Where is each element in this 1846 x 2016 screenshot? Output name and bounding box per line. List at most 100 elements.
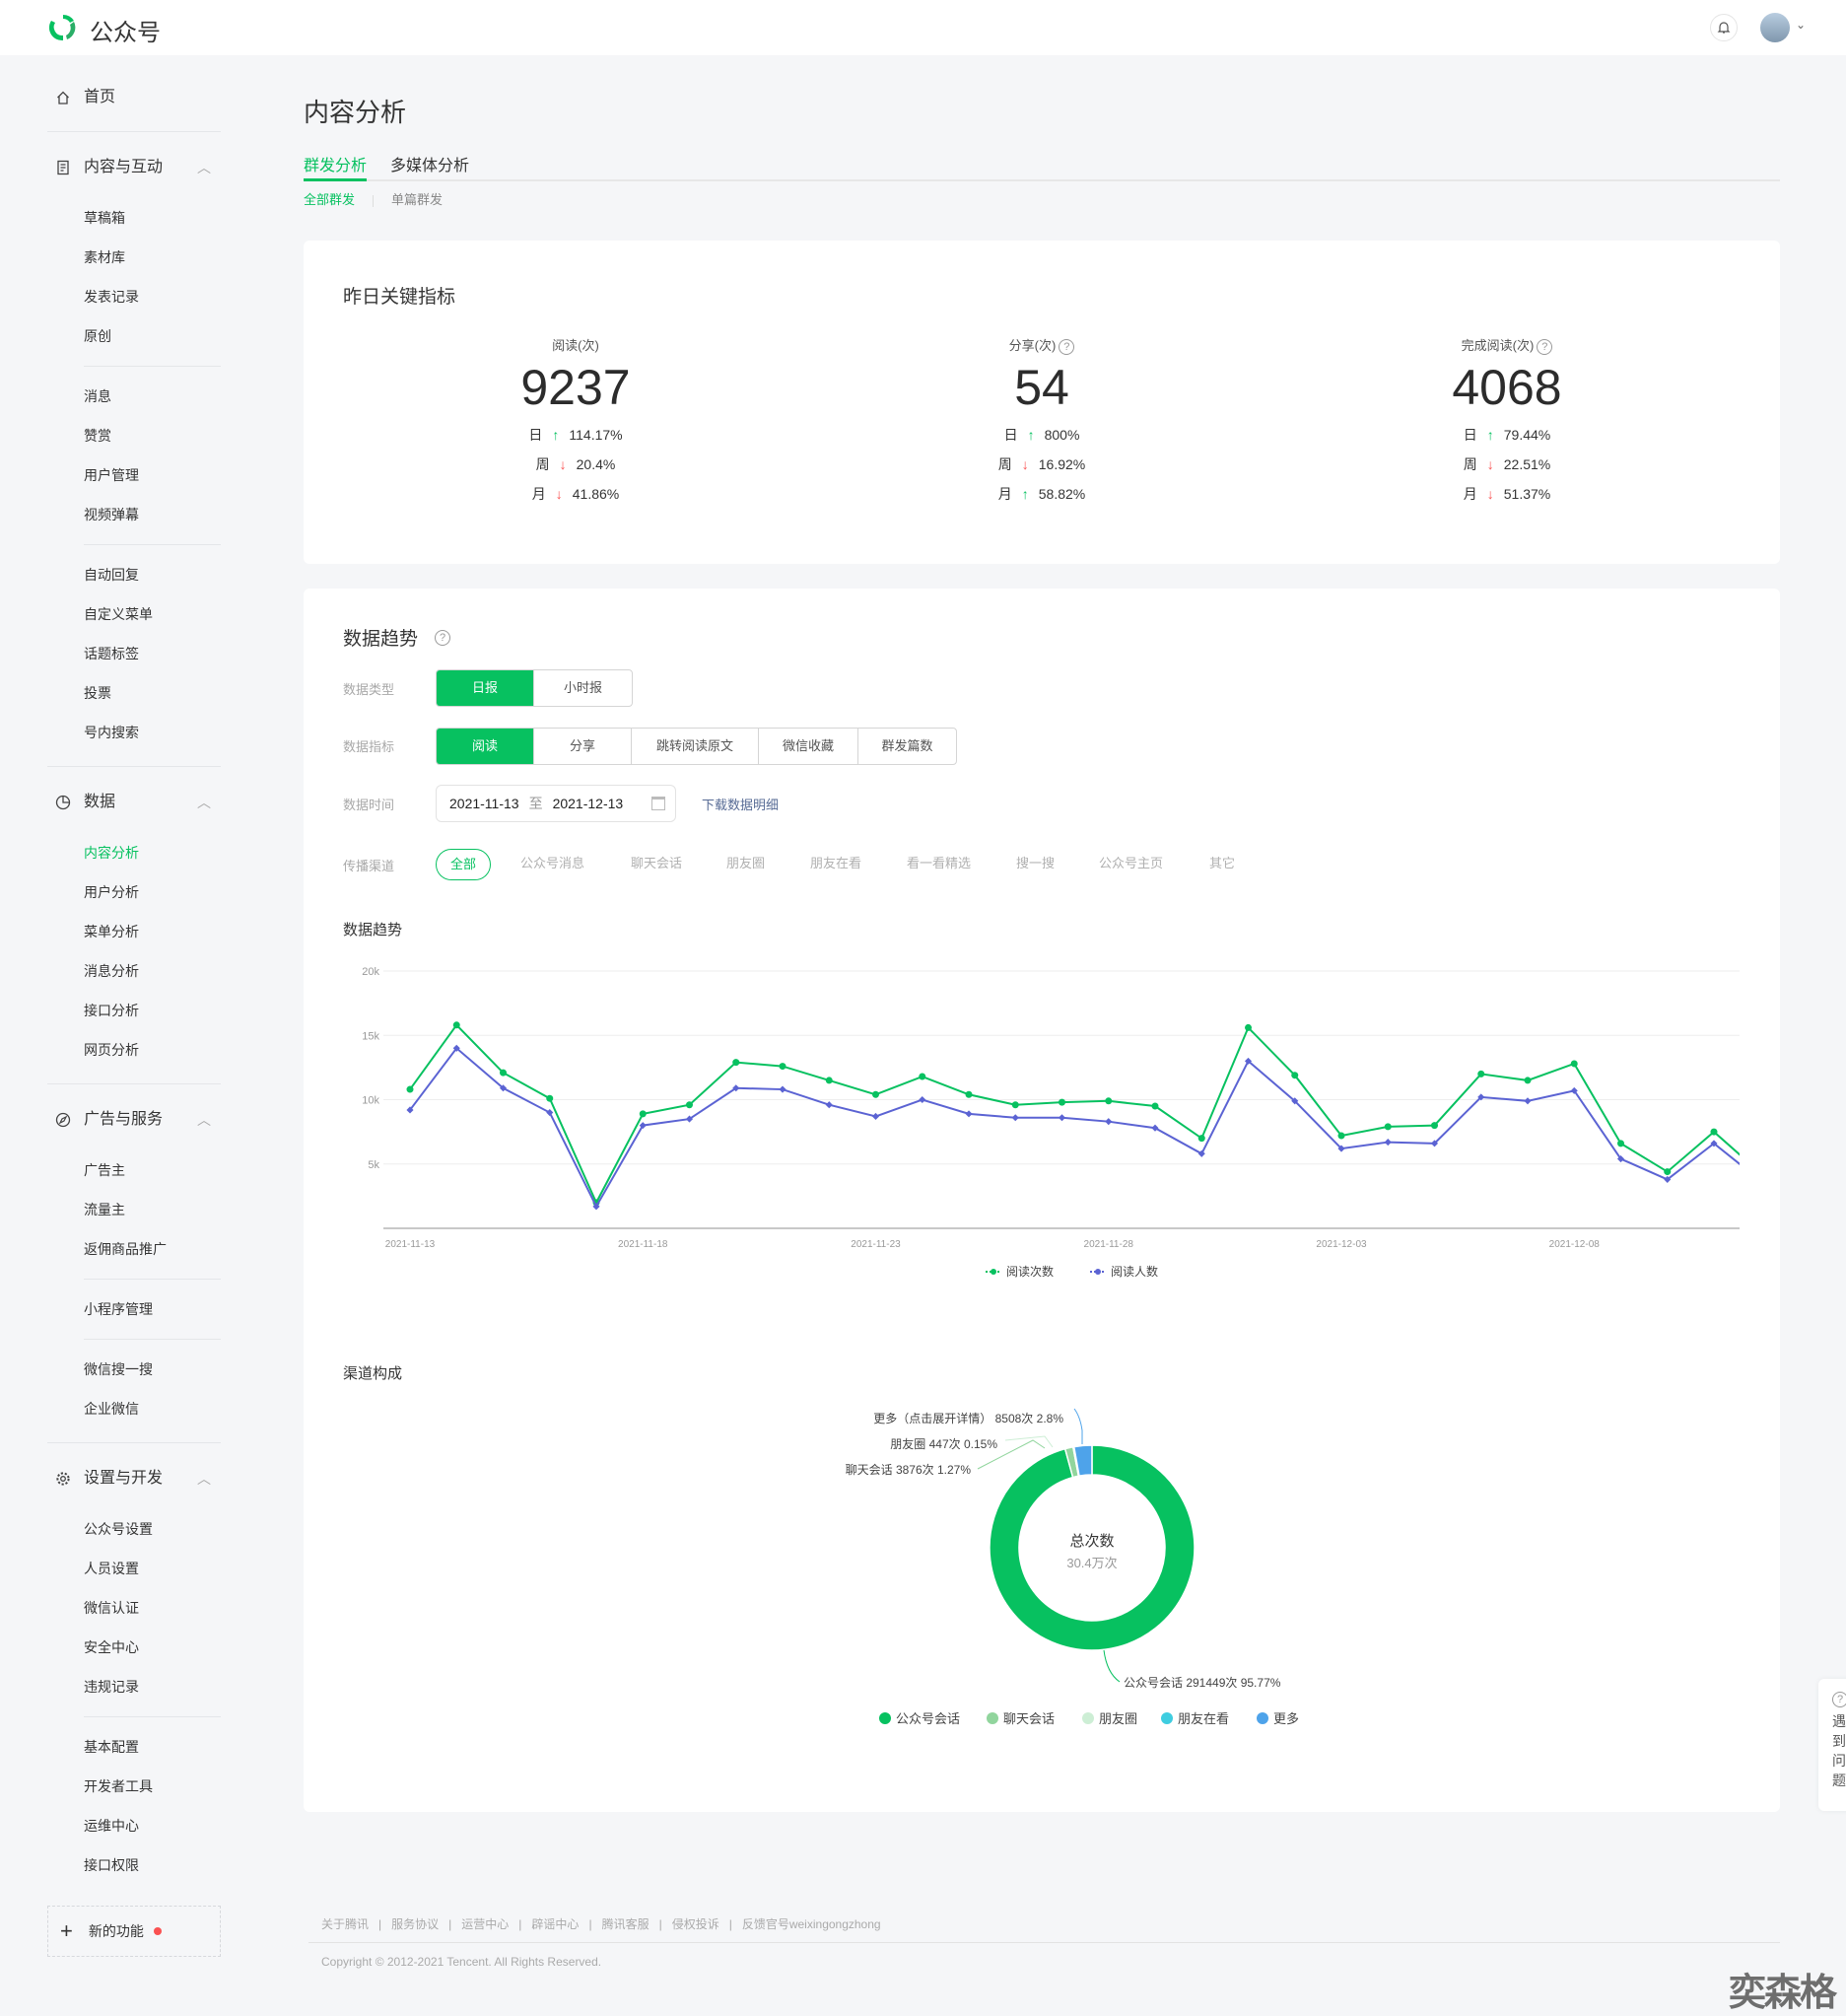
sidebar-item[interactable]: 内容分析 [84,845,139,861]
chevron-up-icon[interactable]: ︿ [197,1471,211,1487]
channel-filter-chip[interactable]: 其它 [1209,856,1236,870]
legend-label[interactable]: 朋友圈 [1099,1711,1137,1726]
data-point[interactable] [592,1203,600,1211]
sidebar-item[interactable]: 开发者工具 [84,1778,153,1794]
sidebar-item[interactable]: 安全中心 [84,1639,139,1655]
data-point[interactable] [871,1112,880,1121]
data-point[interactable] [1011,1101,1019,1109]
help-widget[interactable]: ? 遇到问题 [1818,1679,1846,1811]
channel-filter-chip[interactable]: 公众号消息 [520,856,585,870]
data-point[interactable] [1059,1098,1065,1106]
data-point[interactable] [872,1090,879,1098]
data-point[interactable] [1151,1102,1159,1110]
data-point[interactable] [1105,1118,1113,1126]
sidebar-item[interactable]: 运维中心 [84,1818,139,1834]
data-point[interactable] [546,1094,554,1102]
subtab-all[interactable]: 全部群发 [304,192,356,207]
data-point[interactable] [732,1059,740,1067]
data-point[interactable] [919,1095,926,1104]
data-point[interactable] [1524,1077,1532,1084]
donut-slice[interactable] [1072,1444,1093,1478]
new-feature-button[interactable]: + 新的功能 [47,1906,221,1957]
sidebar-item[interactable]: 网页分析 [84,1042,139,1058]
legend-label[interactable]: 阅读人数 [1111,1264,1158,1279]
data-point[interactable] [1524,1097,1532,1105]
data-point[interactable] [500,1069,507,1077]
tab-multimedia-analysis[interactable]: 多媒体分析 [390,158,470,174]
sidebar-item[interactable]: 消息 [84,388,111,404]
sidebar-group-header[interactable]: 广告与服务 ︿ [47,1100,221,1140]
sidebar-item[interactable]: 接口分析 [84,1003,139,1018]
data-point[interactable] [825,1077,833,1084]
channel-filter-chip[interactable]: 朋友圈 [726,856,766,870]
sidebar-item[interactable]: 赞赏 [84,428,111,444]
type-daily-button[interactable]: 日报 [437,670,534,706]
data-point[interactable] [639,1110,647,1118]
sidebar-item[interactable]: 原创 [84,328,111,344]
sidebar-group-header[interactable]: 内容与互动 ︿ [47,148,221,187]
metric-read-original-button[interactable]: 跳转阅读原文 [632,729,759,764]
footer-link[interactable]: 辟谣中心 [531,1917,580,1931]
sidebar-item[interactable]: 自定义菜单 [84,606,153,622]
channel-filter-chip[interactable]: 公众号主页 [1099,856,1164,870]
data-point[interactable] [779,1085,786,1093]
sidebar-item[interactable]: 自动回复 [84,567,139,583]
sidebar-item[interactable]: 消息分析 [84,963,139,979]
data-point[interactable] [1384,1139,1392,1147]
data-point[interactable] [1384,1123,1392,1131]
data-point[interactable] [919,1073,926,1080]
data-point[interactable] [1757,1169,1764,1176]
data-point[interactable] [452,1021,460,1029]
data-point[interactable] [406,1106,414,1114]
legend-label[interactable]: 更多 [1273,1711,1299,1726]
subtab-single[interactable]: 单篇群发 [391,192,444,207]
chevron-up-icon[interactable]: ︿ [197,1112,211,1128]
help-icon[interactable]: ? [1059,338,1075,355]
data-point[interactable] [1710,1128,1718,1136]
sidebar-item[interactable]: 接口权限 [84,1857,139,1873]
avatar[interactable] [1760,13,1790,42]
sidebar-item[interactable]: 基本配置 [84,1739,139,1755]
sidebar-item[interactable]: 号内搜索 [84,725,139,740]
sidebar-item[interactable]: 小程序管理 [84,1301,153,1317]
sidebar-item[interactable]: 话题标签 [84,646,139,661]
sidebar-item[interactable]: 微信搜一搜 [84,1361,153,1377]
sidebar-group-header[interactable]: 数据 ︿ [47,783,221,822]
help-icon[interactable]: ? [1537,338,1553,355]
data-point[interactable] [1570,1060,1578,1068]
metric-share-button[interactable]: 分享 [534,729,632,764]
data-point[interactable] [1011,1114,1019,1122]
footer-link[interactable]: 关于腾讯 [321,1917,370,1931]
data-point[interactable] [1664,1168,1672,1176]
channel-filter-chip[interactable]: 搜一搜 [1016,856,1056,870]
chevron-down-icon[interactable]: ⌄ [1796,18,1807,32]
data-point[interactable] [406,1085,414,1093]
footer-link[interactable]: 反馈官号weixingongzhong [741,1917,881,1931]
chevron-up-icon[interactable]: ︿ [197,795,211,810]
data-point[interactable] [1337,1132,1345,1140]
channel-filter-chip[interactable]: 全部 [436,849,492,880]
donut-slice[interactable] [989,1444,1196,1651]
sidebar-item[interactable]: 草稿箱 [84,210,125,226]
legend-label[interactable]: 朋友在看 [1178,1711,1229,1726]
data-point[interactable] [825,1101,833,1109]
footer-link[interactable]: 腾讯客服 [601,1917,650,1931]
data-point[interactable] [1245,1023,1252,1031]
footer-link[interactable]: 运营中心 [461,1917,510,1931]
channel-filter-chip[interactable]: 朋友在看 [810,856,862,870]
data-point[interactable] [1477,1070,1485,1078]
data-point[interactable] [965,1090,973,1098]
date-range-picker[interactable]: 2021-11-13 至 2021-12-13 [436,785,676,822]
tab-mass-send-analysis[interactable]: 群发分析 [304,158,368,174]
data-point[interactable] [1617,1140,1624,1147]
legend-label[interactable]: 阅读次数 [1006,1264,1054,1279]
data-point[interactable] [685,1115,694,1123]
metric-favorite-button[interactable]: 微信收藏 [759,729,858,764]
notification-button[interactable] [1710,14,1738,41]
sidebar-item[interactable]: 公众号设置 [84,1521,153,1537]
sidebar-item[interactable]: 投票 [84,685,111,701]
type-hourly-button[interactable]: 小时报 [563,680,602,695]
sidebar-item[interactable]: 用户管理 [84,467,139,483]
sidebar-item[interactable]: 返佣商品推广 [84,1241,167,1257]
sidebar-item[interactable]: 流量主 [84,1202,125,1217]
